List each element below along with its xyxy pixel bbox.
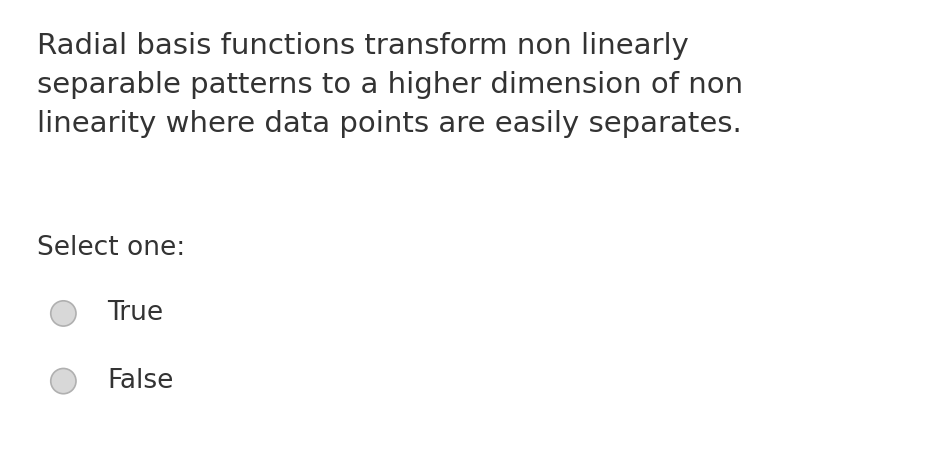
Text: Radial basis functions transform non linearly
separable patterns to a higher dim: Radial basis functions transform non lin… xyxy=(37,32,744,138)
Text: Select one:: Select one: xyxy=(37,235,185,261)
Text: False: False xyxy=(107,368,173,394)
Text: True: True xyxy=(107,300,163,327)
Ellipse shape xyxy=(50,301,76,326)
Ellipse shape xyxy=(50,368,76,394)
